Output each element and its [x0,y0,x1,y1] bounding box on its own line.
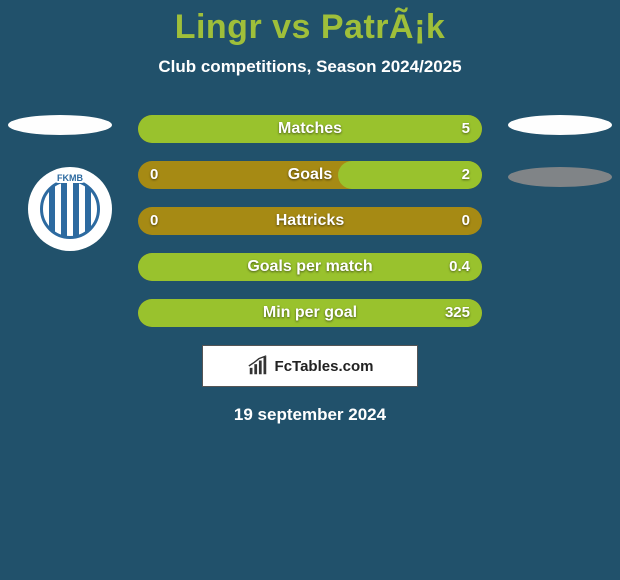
brand-text: FcTables.com [275,358,374,375]
page-subtitle: Club competitions, Season 2024/2025 [0,57,620,77]
club-badge-stripes [40,179,100,239]
chart-icon [247,355,269,377]
page-title: Lingr vs PatrÃ¡k [0,0,620,47]
brand-logo[interactable]: FcTables.com [202,345,418,387]
stat-label: Goals per match [138,253,482,281]
stat-bar: 325Min per goal [138,299,482,327]
date-text: 19 september 2024 [0,405,620,425]
club-badge-right-placeholder [508,167,612,187]
stat-bar: 00Hattricks [138,207,482,235]
club-badge-left: FKMB [28,167,112,251]
player-right-placeholder [508,115,612,135]
stat-bars: 5Matches 02Goals 00Hattricks 0.4Goals per m… [138,115,482,327]
stat-label: Goals [138,161,482,189]
player-left-placeholder [8,115,112,135]
stat-label: Min per goal [138,299,482,327]
stat-bar: 02Goals [138,161,482,189]
stat-bar: 0.4Goals per match [138,253,482,281]
club-badge-label: FKMB [55,173,85,183]
comparison-panel: FKMB 5Matches 02Goals 00Hattricks 0.4Goals … [0,115,620,425]
stat-bar: 5Matches [138,115,482,143]
stat-label: Hattricks [138,207,482,235]
stat-label: Matches [138,115,482,143]
